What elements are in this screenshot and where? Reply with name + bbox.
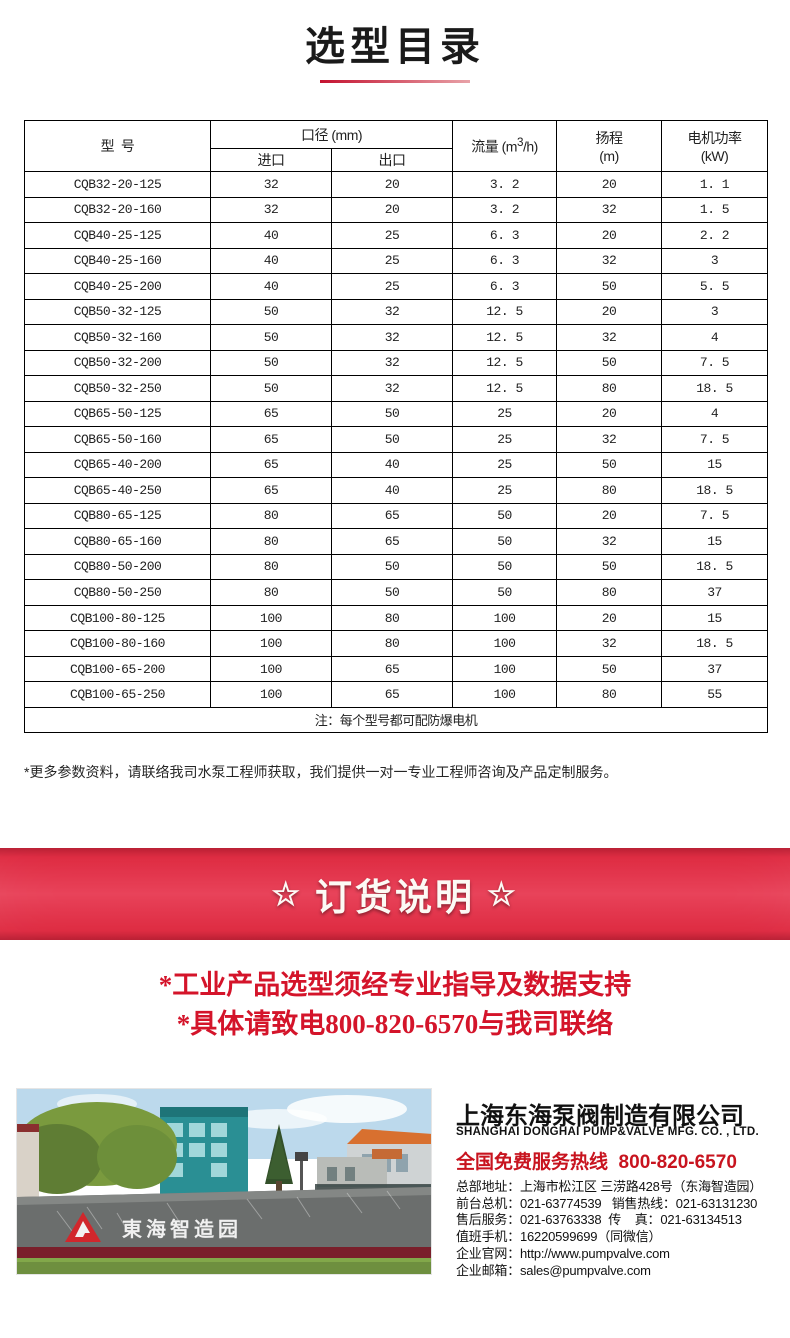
svg-text:東海智造园: 東海智造园 xyxy=(122,1217,242,1241)
